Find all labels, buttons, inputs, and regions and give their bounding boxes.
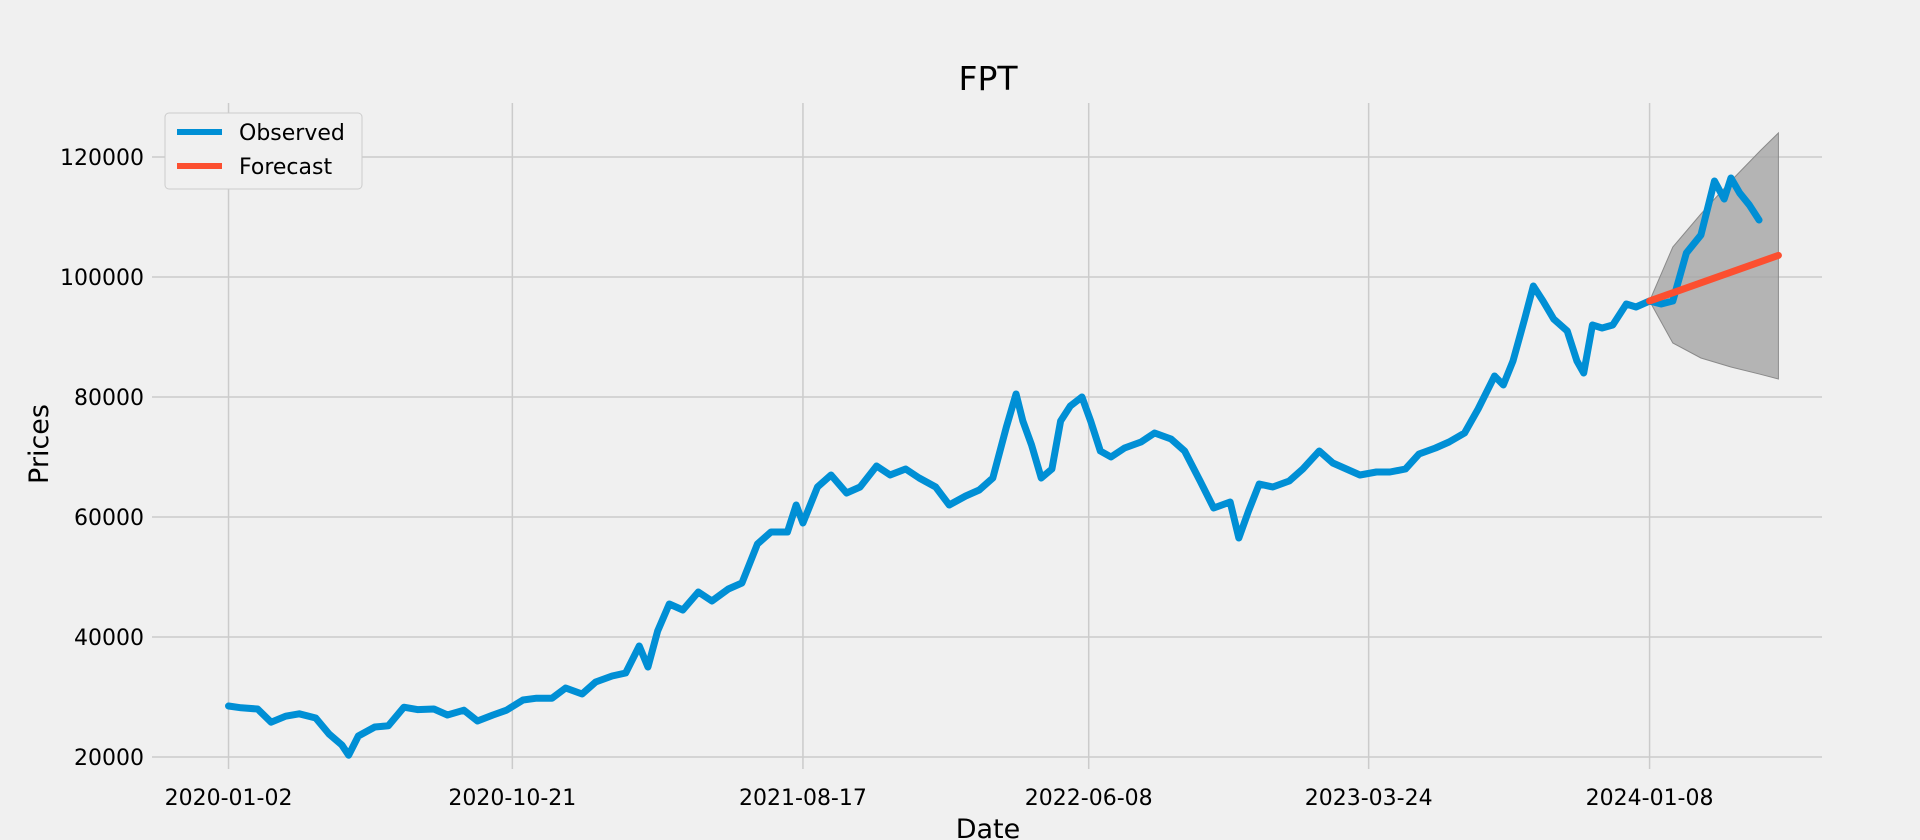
x-tick-label: 2023-03-24 — [1305, 786, 1433, 811]
y-tick-label: 120000 — [60, 146, 144, 171]
x-tick-label: 2020-10-21 — [448, 786, 576, 811]
y-axis-label: Prices — [24, 404, 55, 484]
y-tick-label: 20000 — [74, 746, 144, 771]
y-tick-label: 40000 — [74, 626, 144, 651]
series-line-forecast — [1646, 251, 1782, 305]
y-tick-label: 100000 — [60, 266, 144, 291]
x-axis-label: Date — [956, 814, 1021, 840]
y-tick-label: 60000 — [74, 506, 144, 531]
legend-observed-label: Observed — [239, 121, 345, 146]
grid — [152, 103, 1822, 769]
legend-forecast-label: Forecast — [239, 155, 332, 180]
legend: Observed Forecast — [164, 112, 363, 190]
chart-title: FPT — [958, 59, 1018, 98]
y-tick-label: 80000 — [74, 386, 144, 411]
series-layer — [225, 174, 1782, 759]
x-tick-label: 2024-01-08 — [1586, 786, 1714, 811]
series-line-observed — [225, 174, 1763, 759]
ticks: 20000 40000 60000 80000 100000 120000 2020-01-… — [60, 146, 1713, 811]
x-tick-label: 2020-01-02 — [165, 786, 293, 811]
x-tick-label: 2022-06-08 — [1025, 786, 1153, 811]
x-tick-label: 2021-08-17 — [739, 786, 867, 811]
